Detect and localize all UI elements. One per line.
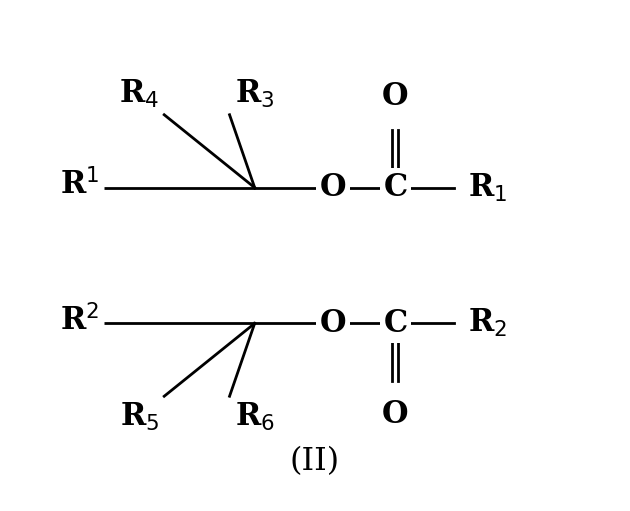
Text: R$_3$: R$_3$ <box>234 78 274 110</box>
Text: R$_5$: R$_5$ <box>120 401 159 433</box>
Text: R$_4$: R$_4$ <box>119 78 159 110</box>
Text: R$_6$: R$_6$ <box>234 401 275 433</box>
Text: (II): (II) <box>290 446 340 477</box>
Text: R$_1$: R$_1$ <box>468 172 508 204</box>
Text: R$^1$: R$^1$ <box>60 169 99 201</box>
Text: R$^2$: R$^2$ <box>60 305 99 337</box>
Text: C: C <box>383 172 408 203</box>
Text: O: O <box>319 172 346 203</box>
Text: O: O <box>319 308 346 339</box>
Text: O: O <box>382 399 409 430</box>
Text: R$_2$: R$_2$ <box>468 307 507 339</box>
Text: O: O <box>382 81 409 112</box>
Text: C: C <box>383 308 408 339</box>
